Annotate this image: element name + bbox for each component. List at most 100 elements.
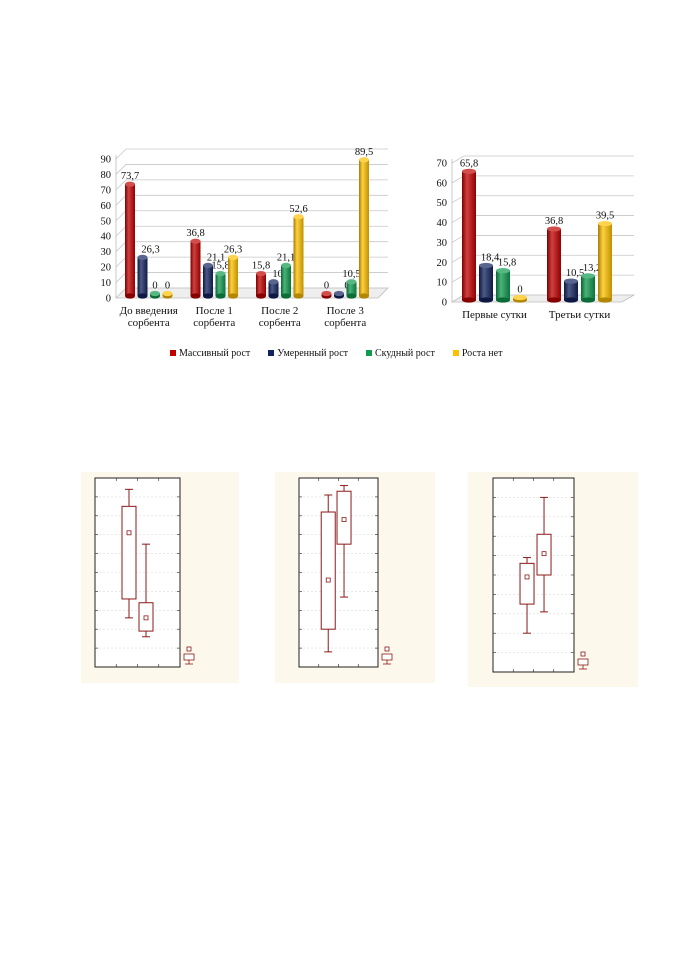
bar xyxy=(496,270,510,300)
legend-label-massive: Массивный рост xyxy=(179,347,251,359)
bar-top xyxy=(125,181,135,187)
box-plot-0 xyxy=(81,472,239,683)
y-tick-label: 20 xyxy=(101,263,112,274)
x-tick-label: сорбента xyxy=(259,317,301,329)
legend-swatch-massive xyxy=(170,350,176,356)
bar-top xyxy=(359,157,369,163)
median-marker xyxy=(325,577,331,583)
bar-top xyxy=(547,226,561,232)
bar xyxy=(268,281,279,296)
bar-top xyxy=(162,290,173,297)
chart-legend: Массивный рост Умеренный рост Скудный ро… xyxy=(170,345,590,361)
legend-icon-marker xyxy=(384,646,390,652)
data-label: 21,1 xyxy=(277,252,295,263)
legend-icon-marker xyxy=(186,646,192,652)
gridline xyxy=(451,175,634,184)
x-tick-label: Третьи сутки xyxy=(549,309,611,321)
median-marker xyxy=(541,551,547,557)
data-label: 10,5 xyxy=(566,268,584,279)
bar xyxy=(137,257,148,296)
bar xyxy=(462,171,476,300)
data-label: 0 xyxy=(152,281,157,292)
bar-base xyxy=(203,293,213,299)
bar-top xyxy=(150,290,160,297)
data-label: 18,4 xyxy=(481,252,500,263)
bar-base xyxy=(228,293,238,299)
legend-swatch-scarce xyxy=(366,350,373,356)
bar-top xyxy=(496,268,510,274)
bar-base xyxy=(281,293,291,299)
bar-top xyxy=(228,254,238,260)
legend-item-moderate: Умеренный рост xyxy=(268,348,348,359)
data-label: 89,5 xyxy=(355,147,373,158)
bar-base xyxy=(564,297,578,303)
data-label: 0 xyxy=(517,285,522,296)
median-marker xyxy=(126,530,132,536)
bar-top xyxy=(581,273,595,279)
data-label: 13,2 xyxy=(583,263,601,274)
bar xyxy=(203,265,213,296)
y-tick-label: 40 xyxy=(101,232,112,243)
bar xyxy=(215,273,226,296)
median-marker xyxy=(143,615,149,621)
data-label: 52,6 xyxy=(289,204,307,215)
data-label: 15,8 xyxy=(498,258,516,269)
legend-item-scarce: Скудный рост xyxy=(366,348,435,359)
box-plot-2 xyxy=(468,472,638,687)
bar-base xyxy=(215,293,226,299)
y-tick-label: 80 xyxy=(101,170,112,181)
data-label: 21,1 xyxy=(207,252,225,263)
bar-base xyxy=(496,297,510,303)
box-plot-1 xyxy=(275,472,435,683)
data-label: 39,5 xyxy=(596,211,614,222)
data-label: 0 xyxy=(324,281,329,292)
y-tick-label: 10 xyxy=(437,278,448,289)
median-marker xyxy=(524,574,530,580)
bar xyxy=(479,265,493,300)
bar-top xyxy=(256,270,266,277)
bar-top xyxy=(137,254,148,260)
gridline xyxy=(115,148,388,160)
legend-label-scarce: Скудный рост xyxy=(375,347,435,359)
legend-icon-box xyxy=(577,658,589,666)
bar-top xyxy=(479,262,493,269)
data-label: 36,8 xyxy=(186,228,204,239)
data-label: 10,5 xyxy=(342,269,360,280)
y-tick-label: 70 xyxy=(437,159,448,170)
box xyxy=(320,511,336,630)
data-label: 73,7 xyxy=(121,171,139,182)
legend-icon-box xyxy=(183,653,195,661)
bar-base xyxy=(462,297,476,303)
legend-swatch-moderate xyxy=(268,350,275,356)
bar xyxy=(293,216,304,296)
y-tick-label: 0 xyxy=(442,298,447,309)
bar xyxy=(228,257,238,296)
x-tick-label: Первые сутки xyxy=(462,309,527,321)
x-tick-label: сорбента xyxy=(128,317,170,329)
gridline xyxy=(115,194,388,206)
bar xyxy=(359,159,369,296)
bar xyxy=(564,281,578,300)
data-label: 15,8 xyxy=(211,261,229,272)
bar-base xyxy=(125,293,135,299)
bar-top xyxy=(190,238,201,244)
bar-top xyxy=(281,262,291,269)
data-label: 15,8 xyxy=(252,261,270,272)
bar-top xyxy=(203,262,213,269)
bar-top xyxy=(462,168,476,174)
bar-top xyxy=(321,290,332,297)
legend-label-moderate: Умеренный рост xyxy=(277,347,349,359)
x-tick-label: сорбента xyxy=(193,317,235,329)
bar-top xyxy=(293,214,304,220)
legend-item-massive: Массивный рост xyxy=(170,348,250,359)
bar xyxy=(581,275,595,300)
bar-base xyxy=(581,297,595,303)
legend-icon-marker xyxy=(580,651,586,657)
bar xyxy=(256,273,266,296)
bar xyxy=(346,281,357,296)
data-label: 26,3 xyxy=(141,244,159,255)
legend-label-none: Роста нет xyxy=(461,347,503,359)
y-tick-label: 70 xyxy=(101,185,112,196)
